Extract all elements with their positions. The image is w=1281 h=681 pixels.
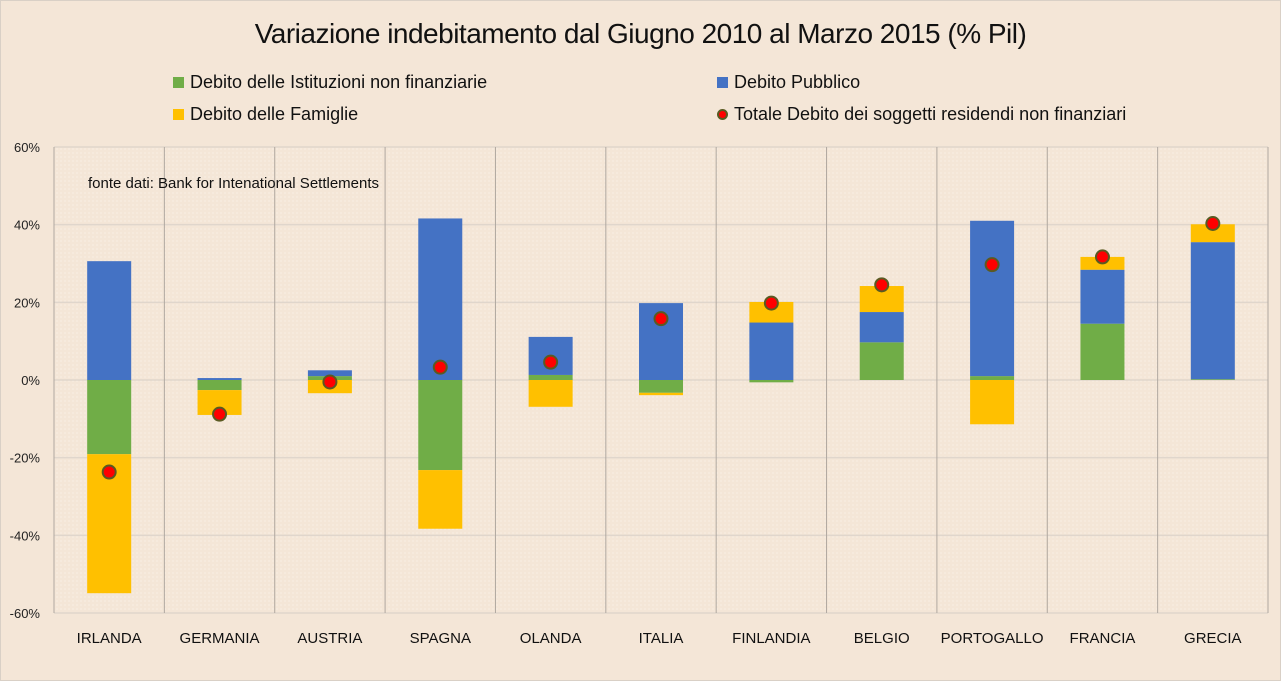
bar-segment — [418, 470, 463, 529]
y-tick-label: -40% — [10, 528, 41, 543]
bar-segment — [528, 374, 573, 380]
x-category-label: SPAGNA — [410, 630, 471, 647]
y-tick-label: 20% — [14, 295, 40, 310]
x-category-label: FINLANDIA — [732, 630, 810, 647]
bar-segment — [87, 261, 132, 380]
bar-segment — [1080, 323, 1125, 380]
bar-segment — [749, 301, 794, 323]
chart-title: Variazione indebitamento dal Giugno 2010… — [254, 18, 1027, 49]
y-tick-label: -60% — [10, 606, 41, 621]
total-marker — [212, 406, 228, 422]
x-category-label: BELGIO — [854, 630, 910, 647]
bar-segment — [197, 380, 242, 391]
bar-segment — [418, 380, 463, 471]
legend-item-totale: Totale Debito dei soggetti residendi non… — [717, 104, 1126, 125]
bar-segment — [1190, 379, 1235, 380]
y-tick-label: 60% — [14, 140, 40, 155]
total-marker — [763, 295, 779, 311]
bar-segment — [970, 220, 1015, 377]
x-category-label: PORTOGALLO — [941, 630, 1044, 647]
bar-segment — [639, 380, 683, 393]
legend-item-famiglie: Debito delle Famiglie — [173, 104, 358, 125]
total-marker — [653, 311, 669, 327]
y-tick-label: 40% — [14, 218, 40, 233]
legend-swatch-blue — [717, 77, 728, 88]
bar-segment — [639, 392, 683, 396]
x-category-label: GERMANIA — [180, 630, 260, 647]
bar-segment — [749, 380, 794, 383]
bar-segment — [528, 380, 573, 407]
bar-segment — [970, 376, 1015, 380]
total-marker — [1205, 216, 1221, 232]
legend-swatch-yellow — [173, 109, 184, 120]
bar-segment — [1190, 224, 1235, 243]
legend-marker-red-dot — [717, 109, 728, 120]
x-category-label: ITALIA — [639, 630, 684, 647]
legend-label: Totale Debito dei soggetti residendi non… — [734, 104, 1127, 124]
legend-item-istituzioni: Debito delle Istituzioni non finanziarie — [173, 72, 487, 93]
y-tick-label: -20% — [10, 451, 41, 466]
total-marker — [543, 354, 559, 370]
legend-label: Debito Pubblico — [734, 72, 861, 92]
x-category-label: OLANDA — [520, 630, 582, 647]
bar-segment — [749, 322, 794, 380]
bar-segment — [859, 312, 904, 343]
x-category-label: FRANCIA — [1070, 630, 1136, 647]
legend-swatch-green — [173, 77, 184, 88]
bar-segment — [1080, 269, 1125, 324]
bar-segment — [87, 380, 132, 455]
x-category-label: IRLANDA — [77, 630, 142, 647]
total-marker — [1094, 249, 1110, 265]
source-annotation: fonte dati: Bank for Intenational Settle… — [88, 175, 379, 192]
bar-segment — [1190, 242, 1235, 380]
total-marker — [984, 257, 1000, 273]
bar-segment — [197, 378, 242, 380]
legend-label: Debito delle Istituzioni non finanziarie — [190, 72, 488, 92]
total-marker — [432, 359, 448, 375]
bar-segment — [418, 218, 463, 380]
bar-segment — [970, 380, 1015, 425]
total-marker — [322, 374, 338, 390]
total-marker — [101, 464, 117, 480]
y-tick-label: 0% — [21, 373, 40, 388]
bar-segment — [307, 370, 352, 377]
x-category-label: AUSTRIA — [297, 630, 362, 647]
legend-item-pubblico: Debito Pubblico — [717, 72, 860, 93]
bar-segment — [859, 342, 904, 380]
total-marker — [874, 277, 890, 293]
legend-label: Debito delle Famiglie — [190, 104, 359, 124]
x-category-label: GRECIA — [1184, 630, 1242, 647]
